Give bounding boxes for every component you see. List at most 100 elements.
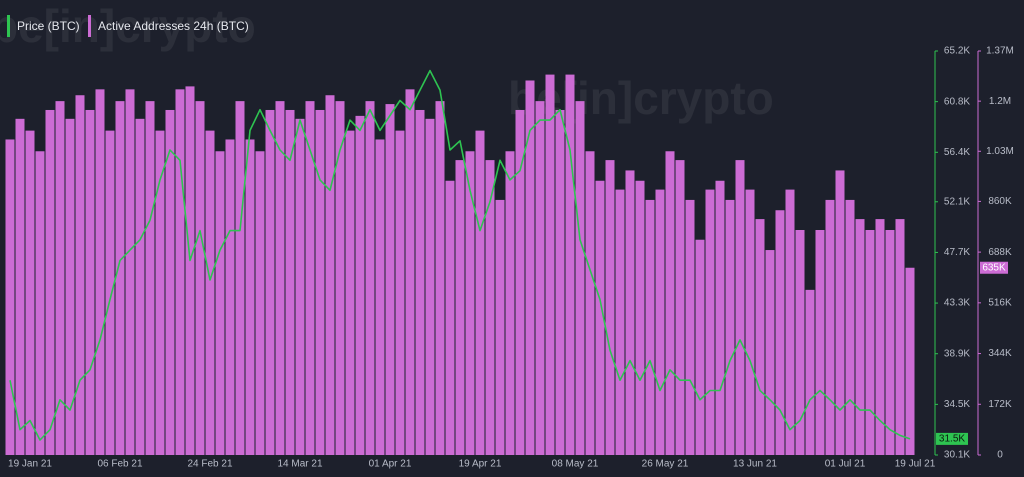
y-tick-label: 34.5K (944, 399, 970, 410)
legend-swatch (7, 15, 10, 37)
bar (625, 170, 635, 455)
last-address-badge (980, 261, 1008, 274)
bar (145, 101, 155, 456)
bar (415, 109, 425, 456)
y2-tick-label: 0 (997, 450, 1003, 461)
y-tick-label: 56.4K (944, 147, 970, 158)
y2-tick-label: 344K (988, 348, 1012, 359)
y2-tick-label: 516K (988, 297, 1012, 308)
bar (235, 101, 245, 456)
bar (355, 115, 365, 455)
y-tick-label: 60.8K (944, 96, 970, 107)
bar (345, 130, 355, 456)
bar (545, 74, 555, 455)
bar (75, 95, 85, 455)
bar (685, 199, 695, 455)
bar (895, 219, 905, 455)
bar (435, 101, 445, 456)
x-tick-label: 19 Apr 21 (459, 459, 502, 470)
bar (185, 86, 195, 455)
bar (645, 199, 655, 455)
bar (255, 151, 265, 456)
bar (555, 109, 565, 456)
bar (15, 118, 25, 455)
bar (655, 189, 665, 455)
legend-label: Active Addresses 24h (BTC) (98, 19, 249, 33)
bar (525, 80, 535, 456)
last-price-badge (936, 432, 968, 445)
bar (805, 289, 815, 455)
bar (5, 139, 15, 455)
bar (165, 109, 175, 456)
bar (455, 160, 465, 455)
bar (95, 89, 105, 456)
y2-tick-label: 860K (988, 196, 1012, 207)
x-tick-label: 06 Feb 21 (97, 459, 142, 470)
bar (115, 101, 125, 456)
bar (155, 130, 165, 456)
bar (195, 101, 205, 456)
bar (665, 151, 675, 456)
bar (845, 199, 855, 455)
bar (695, 239, 705, 455)
bar (105, 130, 115, 456)
bar (735, 160, 745, 455)
bar (445, 180, 455, 455)
bar (635, 180, 645, 455)
bar (835, 170, 845, 455)
bar (325, 95, 335, 455)
bar (565, 74, 575, 455)
bar (595, 180, 605, 455)
x-tick-label: 14 Mar 21 (277, 459, 322, 470)
bar (125, 89, 135, 456)
legend-swatch (88, 15, 91, 37)
x-tick-label: 08 May 21 (552, 459, 599, 470)
bar (605, 160, 615, 455)
bar (705, 189, 715, 455)
bar (905, 267, 915, 455)
bar (795, 229, 805, 455)
x-tick-label: 24 Feb 21 (187, 459, 232, 470)
y-tick-label: 38.9K (944, 348, 970, 359)
bar (135, 118, 145, 455)
bar (265, 109, 275, 456)
bar (745, 189, 755, 455)
bar (535, 101, 545, 456)
bar (755, 219, 765, 455)
bar (515, 109, 525, 456)
y2-tick-label: 688K (988, 247, 1012, 258)
y-tick-label: 65.2K (944, 46, 970, 57)
bar (725, 199, 735, 455)
y2-tick-label: 1.03M (986, 146, 1014, 157)
x-tick-label: 19 Jul 21 (895, 459, 936, 470)
bar (175, 89, 185, 456)
last-address-label: 635K (982, 262, 1006, 273)
bar (425, 118, 435, 455)
bar (575, 101, 585, 456)
bar (375, 139, 385, 455)
bar (285, 109, 295, 456)
legend-label: Price (BTC) (17, 19, 80, 33)
bar (765, 250, 775, 455)
bar (675, 160, 685, 455)
bar (505, 151, 515, 456)
bar (885, 229, 895, 455)
bar (855, 219, 865, 455)
bar (395, 130, 405, 456)
bar (305, 101, 315, 456)
bar (385, 104, 395, 455)
price-line (9, 69, 911, 441)
bar (245, 139, 255, 455)
y-tick-label: 47.7K (944, 247, 970, 258)
bar (465, 151, 475, 456)
bar (275, 101, 285, 456)
bar (55, 101, 65, 456)
bar (315, 109, 325, 456)
bar (875, 219, 885, 455)
bar (825, 199, 835, 455)
y2-tick-label: 172K (988, 399, 1012, 410)
bar (65, 118, 75, 455)
bar (335, 101, 345, 456)
y2-tick-label: 1.2M (989, 96, 1011, 107)
